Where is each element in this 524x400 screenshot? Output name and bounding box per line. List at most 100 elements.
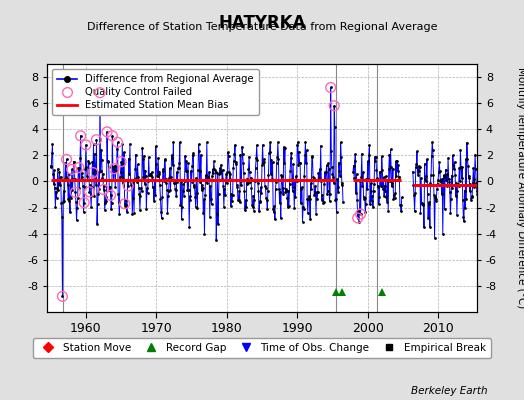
Point: [135, 184, 143, 191]
Point: [173, 169, 181, 175]
Point: [141, 172, 150, 179]
Point: [460, 188, 468, 194]
Legend: Difference from Regional Average, Quality Control Failed, Estimated Station Mean: Difference from Regional Average, Qualit…: [52, 69, 259, 115]
Point: [92, 136, 101, 143]
Point: [307, 186, 315, 192]
Point: [247, 184, 256, 191]
Point: [429, 146, 437, 153]
Point: [308, 153, 316, 159]
Point: [281, 145, 289, 151]
Point: [298, 218, 307, 225]
Point: [85, 189, 94, 195]
Point: [446, 210, 455, 216]
Point: [78, 170, 86, 176]
Point: [277, 215, 285, 222]
Point: [115, 211, 124, 217]
Point: [57, 200, 66, 206]
Point: [56, 181, 64, 188]
Point: [230, 158, 238, 164]
Point: [440, 172, 448, 178]
Point: [135, 190, 144, 197]
Point: [312, 211, 320, 217]
Point: [455, 165, 463, 171]
Point: [370, 154, 379, 160]
Point: [140, 152, 148, 159]
Point: [261, 183, 269, 190]
Point: [364, 176, 373, 183]
Point: [106, 183, 114, 190]
Point: [330, 180, 338, 186]
Point: [380, 182, 389, 189]
Point: [276, 188, 285, 195]
Point: [67, 195, 75, 201]
Point: [418, 200, 426, 206]
Point: [390, 194, 399, 201]
Point: [458, 197, 467, 203]
Point: [412, 161, 421, 168]
Point: [176, 139, 184, 146]
Point: [444, 176, 453, 182]
Point: [160, 156, 169, 163]
Point: [276, 199, 284, 206]
Point: [68, 166, 76, 172]
Point: [113, 139, 122, 146]
Point: [354, 215, 362, 221]
Point: [472, 180, 481, 187]
Point: [181, 153, 189, 159]
Point: [102, 198, 111, 204]
Point: [238, 151, 247, 157]
Point: [308, 154, 316, 160]
Point: [472, 166, 480, 172]
Point: [302, 160, 310, 166]
Point: [111, 184, 119, 190]
Point: [121, 200, 129, 207]
Point: [317, 177, 325, 184]
Point: [448, 185, 456, 191]
Point: [72, 217, 81, 224]
Point: [351, 158, 359, 164]
Point: [196, 168, 204, 174]
Point: [94, 191, 102, 197]
Point: [244, 166, 253, 172]
Point: [106, 192, 115, 198]
Point: [291, 194, 300, 200]
Point: [294, 162, 302, 168]
Point: [318, 197, 326, 203]
Point: [195, 178, 204, 185]
Point: [321, 176, 330, 182]
Point: [129, 178, 138, 185]
Point: [433, 181, 442, 187]
Point: [179, 188, 188, 194]
Point: [119, 160, 128, 167]
Point: [124, 183, 133, 189]
Point: [293, 142, 301, 148]
Point: [166, 165, 174, 171]
Point: [465, 173, 473, 179]
Point: [440, 206, 449, 212]
Point: [89, 169, 97, 176]
Point: [185, 193, 194, 200]
Point: [63, 176, 71, 182]
Point: [386, 178, 394, 184]
Point: [101, 207, 109, 214]
Point: [430, 234, 439, 241]
Point: [156, 182, 164, 188]
Point: [409, 168, 417, 175]
Point: [352, 171, 361, 177]
Point: [462, 156, 470, 162]
Point: [263, 206, 271, 212]
Point: [71, 189, 80, 196]
Point: [171, 185, 179, 192]
Point: [72, 199, 80, 205]
Point: [150, 198, 158, 204]
Point: [225, 176, 234, 183]
Point: [234, 196, 243, 203]
Point: [205, 214, 214, 220]
Point: [384, 208, 392, 214]
Point: [270, 203, 279, 210]
Point: [213, 211, 221, 218]
Point: [323, 191, 331, 198]
Point: [131, 166, 139, 172]
Point: [298, 184, 306, 190]
Point: [335, 160, 343, 166]
